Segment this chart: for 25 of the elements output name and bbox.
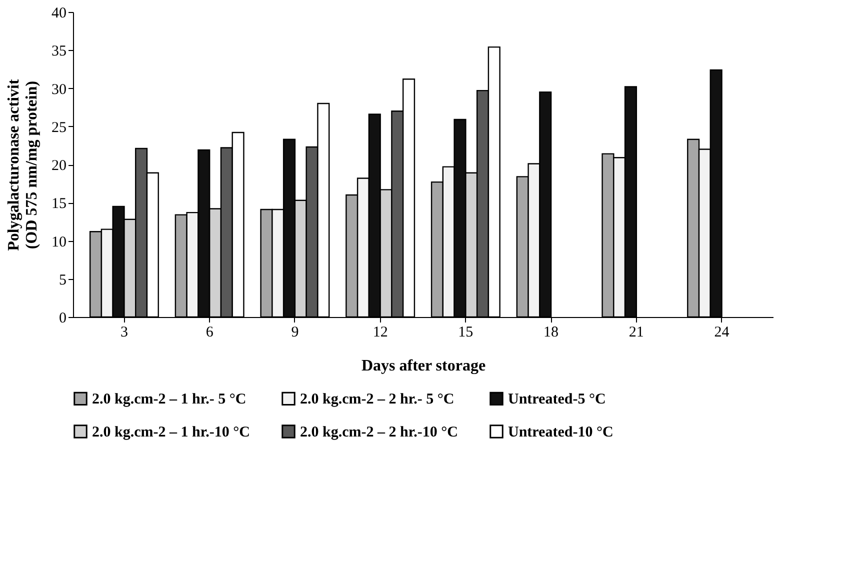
x-tick-label: 21: [628, 324, 644, 340]
legend-label: 2.0 kg.cm-2 – 2 hr.-10 °C: [300, 424, 458, 440]
legend-label: 2.0 kg.cm-2 – 1 hr.-10 °C: [92, 424, 250, 440]
legend-label: 2.0 kg.cm-2 – 1 hr.- 5 °C: [92, 392, 246, 408]
legend-label: Untreated-5 °C: [508, 392, 606, 408]
x-tick-label: 12: [372, 324, 388, 340]
x-tick-label: 6: [206, 324, 214, 340]
y-tick-label: 40: [52, 6, 66, 22]
x-tick-label: 24: [714, 324, 730, 340]
y-tick-label: 35: [52, 44, 66, 60]
y-tick-label: 10: [52, 234, 66, 250]
legend-label: Untreated-10 °C: [508, 424, 614, 440]
x-tick-label: 3: [120, 324, 128, 340]
y-axis-title: Polygalacturonase activit (OD 575 nm/mg protein): [6, 78, 40, 251]
y-tick-label: 30: [52, 82, 66, 98]
y-tick-label: 20: [52, 158, 66, 174]
x-tick-label: 9: [291, 324, 299, 340]
y-tick-label: 5: [59, 272, 66, 288]
y-tick-label: 0: [59, 310, 66, 326]
y-tick-label: 25: [52, 120, 66, 136]
legend-label: 2.0 kg.cm-2 – 2 hr.- 5 °C: [300, 392, 454, 408]
x-tick-label: 18: [544, 324, 559, 340]
y-tick-label: 15: [52, 196, 66, 212]
x-tick-label: 15: [458, 324, 474, 340]
x-axis-title: Days after storage: [361, 358, 486, 374]
